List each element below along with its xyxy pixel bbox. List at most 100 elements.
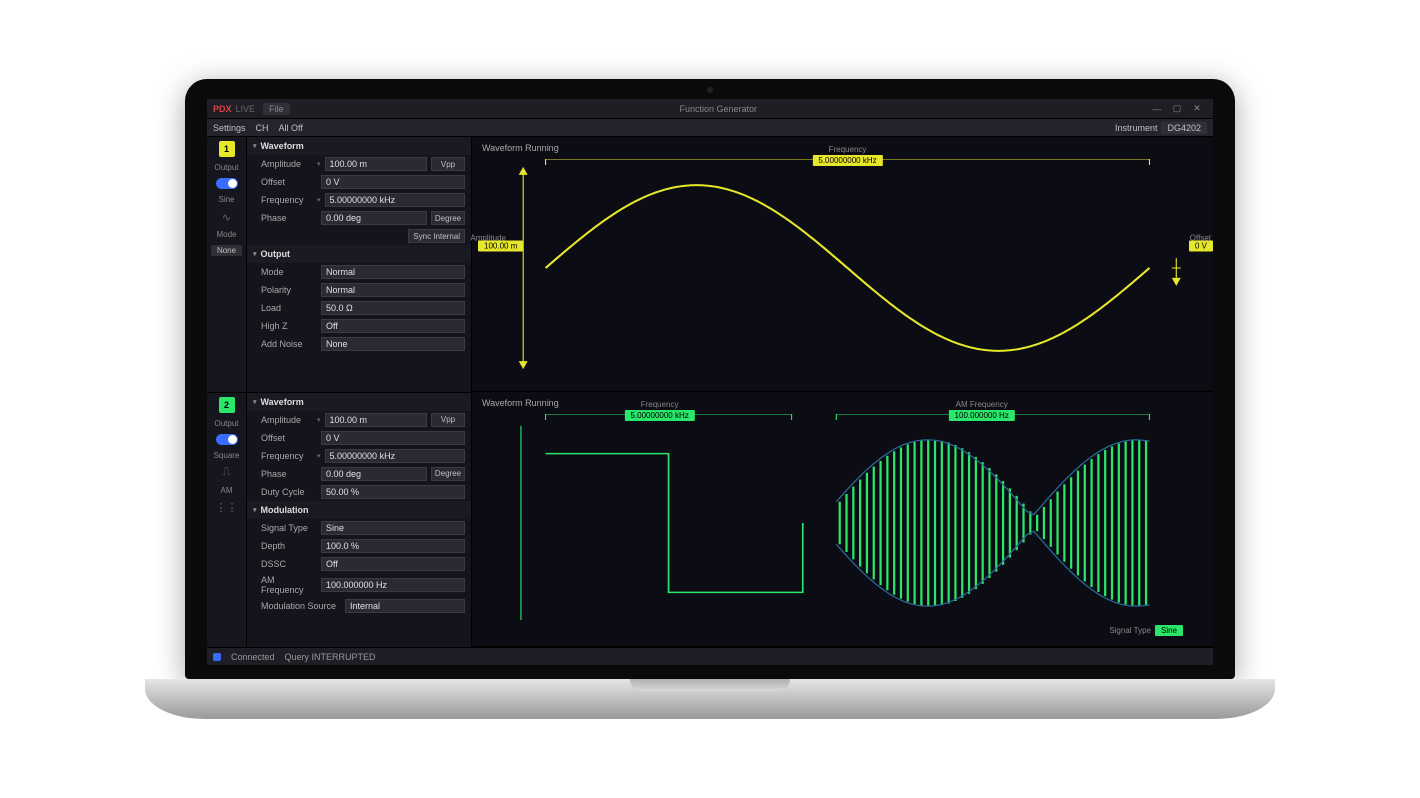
ch2-modulation-title: Modulation	[261, 505, 309, 515]
frequency-input[interactable]: 5.00000000 kHz	[325, 449, 465, 463]
offset-tag[interactable]: 0 V	[1189, 241, 1213, 252]
frequency-label: Frequency	[261, 451, 317, 461]
freq2-header: Frequency	[641, 400, 679, 409]
close-button[interactable]: ✕	[1187, 103, 1207, 114]
all-off-button[interactable]: All Off	[279, 123, 303, 133]
depth-label: Depth	[261, 541, 317, 551]
phase-unit-select[interactable]: Degree	[431, 211, 465, 225]
ch2-waveform-title: Waveform	[261, 397, 304, 407]
ch2-output-label: Output	[214, 419, 238, 428]
query-status: Query INTERRUPTED	[285, 652, 376, 662]
square-icon[interactable]: ⎍	[218, 466, 236, 480]
brand-suffix: LIVE	[236, 104, 256, 114]
highz-label: High Z	[261, 321, 317, 331]
amplitude-unit-select[interactable]: Vpp	[431, 413, 465, 427]
phase-label: Phase	[261, 213, 317, 223]
ch1-output-header[interactable]: ▾ Output	[247, 245, 471, 263]
ch-selector[interactable]: CH	[256, 123, 269, 133]
main-area: 1 Output Sine ∿ Mode None 2 Output Squar…	[207, 137, 1213, 647]
panel-ch2: ▾ Waveform Amplitude ▾ 100.00 m Vpp Offse…	[247, 392, 471, 648]
offset-label: Offset	[261, 433, 317, 443]
chevron-down-icon: ▾	[253, 250, 257, 258]
laptop-mockup: PDX LIVE File Function Generator — ▢ ✕ S…	[185, 79, 1235, 719]
ch2-modulation-header[interactable]: ▾ Modulation	[247, 501, 471, 519]
minimize-button[interactable]: —	[1147, 104, 1167, 114]
polarity-select[interactable]: Normal	[321, 283, 465, 297]
phase-input[interactable]: 0.00 deg	[321, 211, 427, 225]
duty-input[interactable]: 50.00 %	[321, 485, 465, 499]
window-title: Function Generator	[290, 104, 1147, 114]
sigtype-footer-tag[interactable]: Sine	[1155, 625, 1183, 636]
instrument-label: Instrument	[1115, 123, 1158, 133]
ch1-wave-caption: Sine	[218, 195, 234, 204]
sigtype-select[interactable]: Sine	[321, 521, 465, 535]
ch1-badge[interactable]: 1	[219, 141, 235, 157]
laptop-bezel: PDX LIVE File Function Generator — ▢ ✕ S…	[185, 79, 1235, 679]
amplitude-unit-select[interactable]: Vpp	[431, 157, 465, 171]
noise-select[interactable]: None	[321, 337, 465, 351]
chart2-title: Waveform Running	[482, 398, 1203, 408]
ch2-mode-caption: AM	[221, 486, 233, 495]
am-plot	[512, 414, 1183, 632]
sigtype-footer-label: Signal Type	[1109, 626, 1151, 635]
rail-ch1: 1 Output Sine ∿ Mode None	[207, 137, 246, 392]
phase-unit-select[interactable]: Degree	[431, 467, 465, 481]
chart1-area: Frequency 5.00000000 kHz Amplitude 100.0…	[512, 159, 1183, 377]
phase-input[interactable]: 0.00 deg	[321, 467, 427, 481]
sync-internal-button[interactable]: Sync Internal	[408, 229, 465, 243]
connected-label: Connected	[231, 652, 275, 662]
ch2-badge[interactable]: 2	[219, 397, 235, 413]
camera-dot	[707, 87, 713, 93]
highz-select[interactable]: Off	[321, 319, 465, 333]
settings-button[interactable]: Settings	[213, 123, 246, 133]
dssc-select[interactable]: Off	[321, 557, 465, 571]
maximize-button[interactable]: ▢	[1167, 103, 1187, 114]
chart-ch1: Waveform Running Frequency 5.00000000 kH…	[472, 137, 1213, 392]
out-mode-label: Mode	[261, 267, 317, 277]
file-menu[interactable]: File	[263, 103, 290, 115]
ch2-output-toggle[interactable]	[216, 434, 238, 445]
panel-ch1: ▾ Waveform Amplitude▾ 100.00 m Vpp Offse…	[247, 137, 471, 392]
ch2-wave-caption: Square	[214, 451, 240, 460]
offset-input[interactable]: 0 V	[321, 431, 465, 445]
ch1-mode-value[interactable]: None	[211, 245, 242, 256]
ch1-mode-caption: Mode	[216, 230, 236, 239]
offset-input[interactable]: 0 V	[321, 175, 465, 189]
am-icon[interactable]: ⋮⋮	[218, 501, 236, 515]
freq2-tag[interactable]: 5.00000000 kHz	[624, 410, 694, 421]
amplitude-input[interactable]: 100.00 m	[325, 413, 427, 427]
amp-tag[interactable]: 100.00 m	[478, 241, 523, 252]
frequency-input[interactable]: 5.00000000 kHz	[325, 193, 465, 207]
modsource-select[interactable]: Internal	[345, 599, 465, 613]
offset-label: Offset	[261, 177, 317, 187]
ch1-output-label: Output	[214, 163, 238, 172]
load-input[interactable]: 50.0 Ω	[321, 301, 465, 315]
chart-ch2: Waveform Running Frequency 5.00000000 kH…	[472, 392, 1213, 647]
load-label: Load	[261, 303, 317, 313]
amplitude-label: Amplitude	[261, 415, 317, 425]
amplitude-input[interactable]: 100.00 m	[325, 157, 427, 171]
title-bar: PDX LIVE File Function Generator — ▢ ✕	[207, 99, 1213, 119]
amfreq-label: AM Frequency	[261, 575, 317, 595]
laptop-base	[145, 679, 1275, 719]
depth-input[interactable]: 100.0 %	[321, 539, 465, 553]
connection-icon	[213, 653, 221, 661]
ch1-output-toggle[interactable]	[216, 178, 238, 189]
amfreq-input[interactable]: 100.000000 Hz	[321, 578, 465, 592]
dssc-label: DSSC	[261, 559, 317, 569]
sine-plot	[512, 159, 1183, 377]
freq-tag[interactable]: 5.00000000 kHz	[812, 155, 882, 166]
ch1-waveform-title: Waveform	[261, 141, 304, 151]
toolbar: Settings CH All Off Instrument DG4202	[207, 119, 1213, 137]
app-screen: PDX LIVE File Function Generator — ▢ ✕ S…	[207, 99, 1213, 665]
polarity-label: Polarity	[261, 285, 317, 295]
instrument-value[interactable]: DG4202	[1161, 122, 1207, 134]
phase-label: Phase	[261, 469, 317, 479]
chevron-down-icon: ▾	[253, 398, 257, 406]
chevron-down-icon: ▾	[253, 142, 257, 150]
ch2-waveform-header[interactable]: ▾ Waveform	[247, 393, 471, 411]
ch1-waveform-header[interactable]: ▾ Waveform	[247, 137, 471, 155]
sine-icon[interactable]: ∿	[218, 210, 236, 224]
amfreq-tag[interactable]: 100.000000 Hz	[949, 410, 1015, 421]
out-mode-select[interactable]: Normal	[321, 265, 465, 279]
